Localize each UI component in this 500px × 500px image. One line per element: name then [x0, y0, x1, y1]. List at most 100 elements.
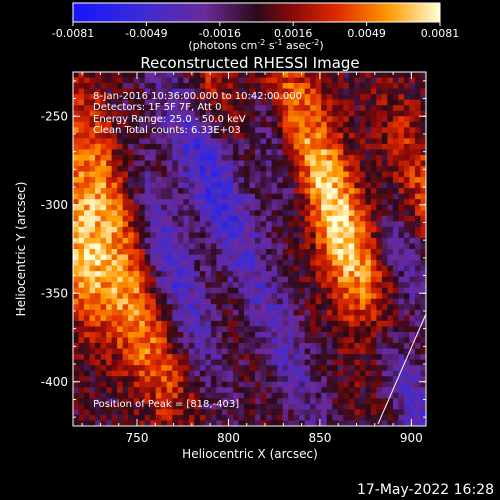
heatmap-cell	[243, 331, 251, 339]
heatmap-cell	[376, 376, 383, 383]
heatmap-cell	[150, 188, 157, 195]
heatmap-cell	[106, 309, 113, 316]
heatmap-cell	[403, 121, 411, 128]
heatmap-cell	[166, 99, 173, 106]
heatmap-cell	[321, 348, 328, 355]
heatmap-cell	[266, 265, 273, 272]
heatmap-cell	[227, 193, 234, 200]
heatmap-cell	[194, 243, 201, 250]
heatmap-cell	[194, 320, 201, 328]
heatmap-cell	[227, 149, 234, 156]
heatmap-cell	[73, 359, 80, 366]
heatmap-cell	[310, 149, 317, 156]
heatmap-cell	[321, 359, 328, 366]
heatmap-cell	[293, 326, 300, 333]
heatmap-cell	[255, 392, 262, 399]
heatmap-cell	[216, 354, 223, 361]
heatmap-cell	[106, 88, 113, 95]
heatmap-cell	[144, 420, 151, 426]
heatmap-cell	[282, 160, 289, 167]
heatmap-cell	[205, 94, 212, 101]
heatmap-cell	[282, 204, 289, 211]
heatmap-cell	[95, 204, 102, 211]
heatmap-cell	[128, 182, 135, 189]
heatmap-cell	[161, 204, 168, 211]
heatmap-cell	[420, 387, 426, 394]
heatmap-cell	[359, 72, 366, 79]
heatmap-cell	[166, 226, 173, 234]
heatmap-cell	[128, 365, 135, 372]
heatmap-cell	[354, 293, 361, 300]
heatmap-cell	[310, 199, 317, 206]
heatmap-cell	[387, 77, 394, 84]
heatmap-cell	[199, 298, 206, 305]
heatmap-cell	[155, 243, 162, 250]
heatmap-cell	[255, 110, 262, 117]
heatmap-cell	[232, 254, 240, 261]
heatmap-cell	[277, 370, 284, 377]
heatmap-cell	[365, 226, 372, 234]
heatmap-cell	[232, 287, 240, 294]
heatmap-cell	[255, 409, 262, 416]
heatmap-cell	[84, 354, 91, 361]
heatmap-cell	[172, 110, 179, 117]
heatmap-cell	[128, 226, 135, 234]
heatmap-cell	[266, 276, 273, 283]
heatmap-cell	[232, 72, 240, 79]
heatmap-cell	[249, 376, 256, 383]
heatmap-cell	[260, 387, 267, 394]
heatmap-cell	[304, 337, 311, 344]
heatmap-cell	[221, 110, 229, 117]
heatmap-cell	[321, 188, 328, 195]
heatmap-cell	[161, 88, 168, 95]
heatmap-cell	[144, 127, 151, 134]
heatmap-cell	[321, 149, 328, 156]
heatmap-cell	[194, 83, 201, 90]
heatmap-cell	[398, 182, 405, 189]
heatmap-cell	[310, 309, 317, 316]
heatmap-cell	[337, 204, 344, 211]
heatmap-cell	[227, 309, 234, 316]
heatmap-cell	[89, 188, 96, 195]
heatmap-cell	[354, 149, 361, 156]
heatmap-cell	[271, 182, 278, 189]
heatmap-cell	[84, 403, 91, 411]
heatmap-cell	[238, 359, 245, 366]
heatmap-cell	[139, 77, 146, 84]
heatmap-cell	[387, 359, 394, 366]
heatmap-cell	[326, 77, 333, 84]
heatmap-cell	[194, 265, 201, 272]
heatmap-cell	[216, 276, 223, 283]
heatmap-cell	[216, 304, 223, 311]
heatmap-cell	[128, 83, 135, 90]
heatmap-cell	[277, 398, 284, 405]
heatmap-cell	[155, 293, 162, 300]
heatmap-cell	[249, 354, 256, 361]
heatmap-cell	[282, 320, 289, 328]
heatmap-cell	[205, 105, 212, 112]
heatmap-cell	[243, 160, 251, 167]
heatmap-cell	[232, 154, 240, 162]
heatmap-cell	[73, 392, 80, 399]
heatmap-cell	[321, 166, 328, 173]
heatmap-cell	[315, 132, 322, 139]
heatmap-cell	[398, 193, 405, 200]
heatmap-cell	[84, 387, 91, 394]
heatmap-cell	[243, 403, 251, 411]
heatmap-cell	[249, 193, 256, 200]
heatmap-cell	[106, 226, 113, 234]
heatmap-cell	[111, 337, 118, 344]
heatmap-cell	[260, 72, 267, 79]
heatmap-cell	[183, 260, 190, 267]
heatmap-cell	[310, 254, 317, 261]
heatmap-cell	[332, 237, 339, 245]
heatmap-cell	[365, 232, 372, 239]
heatmap-cell	[260, 215, 267, 222]
heatmap-cell	[326, 177, 333, 184]
heatmap-cell	[216, 99, 223, 106]
colorbar: -0.0081 -0.0049 -0.0016 0.0016 0.0049 0.0081 …	[52, 2, 459, 52]
heatmap-cell	[348, 226, 355, 234]
heatmap-cell	[321, 298, 328, 305]
heatmap-cell	[84, 243, 91, 250]
heatmap-cell	[210, 287, 218, 294]
